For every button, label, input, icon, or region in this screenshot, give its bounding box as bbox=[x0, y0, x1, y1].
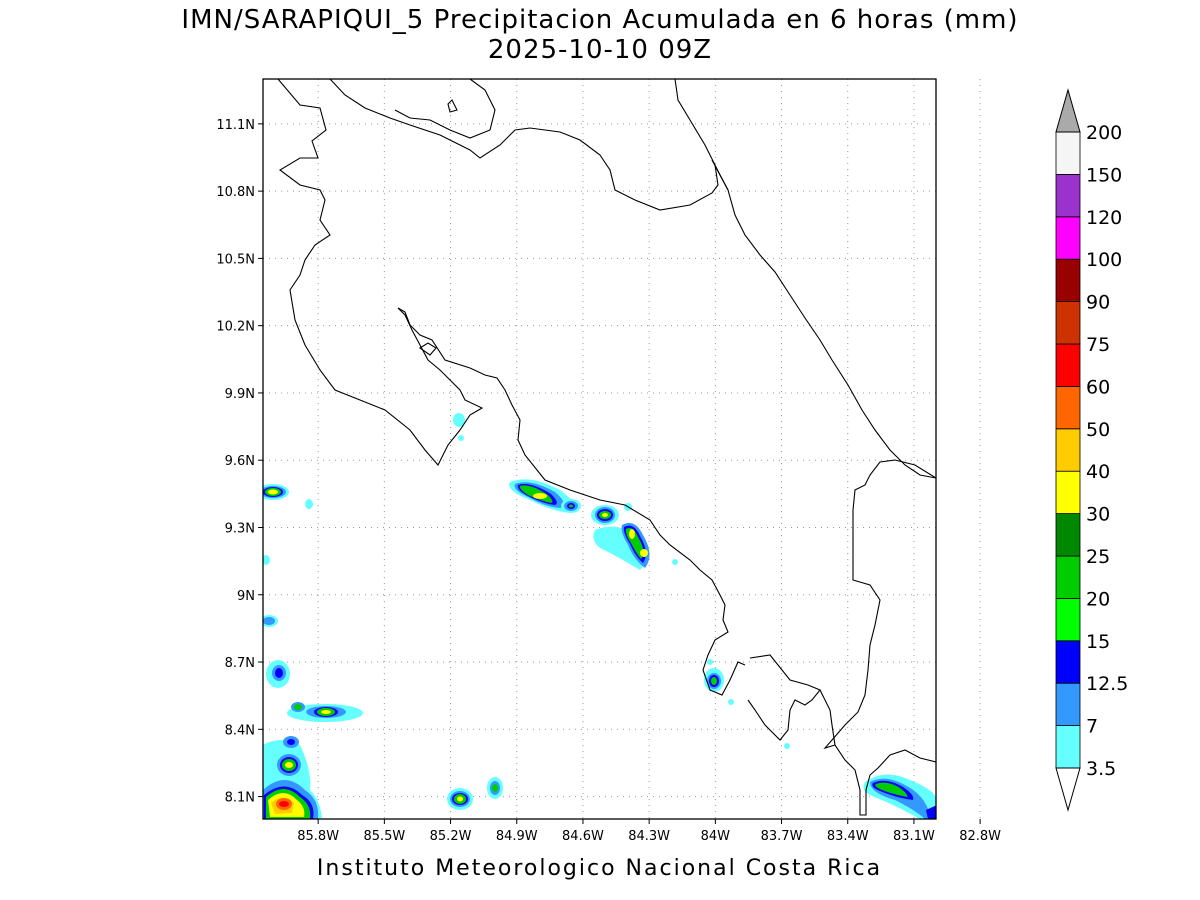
coastlines bbox=[277, 79, 936, 816]
lon-tick-label: 82.8W bbox=[959, 829, 1001, 844]
precip-cell bbox=[561, 499, 581, 513]
colorbar-swatch bbox=[1055, 131, 1081, 175]
lon-tick-label: 83.1W bbox=[893, 829, 935, 844]
axis-tick-labels: 11.1N 10.8N 10.5N 10.2N 9.9N 9.6N 9.3N 9N 8.7N 8.… bbox=[216, 118, 1001, 844]
lat-tick-label: 8.4N bbox=[225, 723, 255, 738]
colorbar-swatch bbox=[1055, 216, 1081, 260]
colorbar-label: 100 bbox=[1086, 249, 1122, 271]
precip-cell bbox=[266, 660, 290, 688]
colorbar-swatch bbox=[1055, 258, 1081, 303]
caribbean-coastline bbox=[674, 79, 936, 479]
precip-cell bbox=[487, 777, 503, 799]
colorbar-label: 30 bbox=[1086, 504, 1110, 526]
precip-cell bbox=[704, 659, 724, 692]
colorbar-swatch bbox=[1055, 343, 1081, 387]
lat-lon-grid bbox=[263, 79, 981, 819]
colorbar-label: 15 bbox=[1086, 631, 1110, 653]
lon-tick-label: 84.6W bbox=[562, 829, 604, 844]
colorbar-swatch bbox=[1055, 598, 1081, 642]
lat-tick-label: 10.2N bbox=[216, 320, 255, 335]
precip-cell bbox=[447, 788, 473, 810]
colorbar-label: 3.5 bbox=[1086, 758, 1116, 780]
map-subtitle-datetime: 2025-10-10 09Z bbox=[487, 35, 713, 65]
lon-tick-label: 83.4W bbox=[827, 829, 869, 844]
precip-cell bbox=[509, 479, 576, 513]
colorbar-label: 60 bbox=[1086, 376, 1110, 398]
colorbar-label: 90 bbox=[1086, 292, 1110, 314]
colorbar-legend: 3.5 7 12.5 15 20 25 30 40 50 60 75 90 100 120 150 200 bbox=[1055, 88, 1128, 812]
panama-border bbox=[823, 459, 936, 750]
lat-tick-label: 9.9N bbox=[225, 387, 255, 402]
lat-tick-label: 11.1N bbox=[216, 118, 255, 133]
colorbar-swatch bbox=[1055, 470, 1081, 515]
map-title: IMN/SARAPIQUI_5 Precipitacion Acumulada … bbox=[181, 5, 1019, 35]
lake-nicaragua-north bbox=[394, 79, 496, 139]
osa-coast bbox=[747, 654, 821, 741]
colorbar-swatch bbox=[1055, 513, 1081, 557]
colorbar-label: 200 bbox=[1086, 122, 1122, 144]
precip-cell bbox=[263, 736, 322, 819]
gulf-island bbox=[419, 342, 437, 356]
golfito-coast bbox=[819, 689, 936, 816]
lat-tick-label: 9N bbox=[237, 589, 255, 604]
lat-tick-label: 9.3N bbox=[225, 521, 255, 536]
colorbar-swatch bbox=[1055, 555, 1081, 599]
colorbar-swatch bbox=[1055, 428, 1081, 472]
lat-tick-label: 8.1N bbox=[225, 791, 255, 806]
precip-cell bbox=[863, 774, 936, 819]
precip-cell bbox=[287, 702, 363, 722]
precip-cell bbox=[621, 522, 650, 568]
colorbar-label: 150 bbox=[1086, 164, 1122, 186]
precip-cell bbox=[263, 615, 278, 627]
footer-credit: Instituto Meteorologico Nacional Costa R… bbox=[316, 856, 883, 881]
pacific-coastline bbox=[277, 79, 484, 466]
lon-tick-label: 84W bbox=[701, 829, 731, 844]
colorbar-label: 12.5 bbox=[1086, 673, 1128, 695]
island bbox=[447, 99, 458, 113]
colorbar-label: 75 bbox=[1086, 334, 1110, 356]
colorbar-swatch bbox=[1055, 301, 1081, 345]
lat-tick-label: 9.6N bbox=[225, 454, 255, 469]
colorbar-swatch bbox=[1055, 385, 1081, 430]
plot-frame bbox=[262, 78, 937, 820]
lon-tick-label: 85.2W bbox=[430, 829, 472, 844]
lake-nicaragua-shore bbox=[329, 79, 729, 211]
colorbar-label: 40 bbox=[1086, 461, 1110, 483]
lon-tick-label: 84.9W bbox=[496, 829, 538, 844]
colorbar-label: 120 bbox=[1086, 207, 1122, 229]
nicoya-gulf-coast bbox=[397, 307, 746, 696]
colorbar-lower-arrow bbox=[1055, 767, 1081, 812]
lon-tick-label: 83.7W bbox=[761, 829, 803, 844]
colorbar-label: 25 bbox=[1086, 546, 1110, 568]
lon-tick-label: 85.5W bbox=[363, 829, 405, 844]
lat-tick-label: 8.7N bbox=[225, 656, 255, 671]
colorbar-swatch bbox=[1055, 725, 1081, 769]
colorbar-swatch bbox=[1055, 173, 1081, 218]
lat-tick-label: 10.5N bbox=[216, 252, 255, 267]
lat-tick-label: 10.8N bbox=[216, 185, 255, 200]
colorbar-swatch bbox=[1055, 682, 1081, 727]
colorbar-label: 50 bbox=[1086, 419, 1110, 441]
lon-tick-label: 85.8W bbox=[297, 829, 339, 844]
colorbar-label: 20 bbox=[1086, 588, 1110, 610]
colorbar-swatch bbox=[1055, 640, 1081, 684]
colorbar-upper-arrow bbox=[1055, 88, 1081, 133]
lon-tick-label: 84.3W bbox=[628, 829, 670, 844]
colorbar-label: 7 bbox=[1086, 716, 1098, 738]
precip-cell bbox=[263, 484, 289, 500]
precipitation-field bbox=[263, 413, 936, 819]
